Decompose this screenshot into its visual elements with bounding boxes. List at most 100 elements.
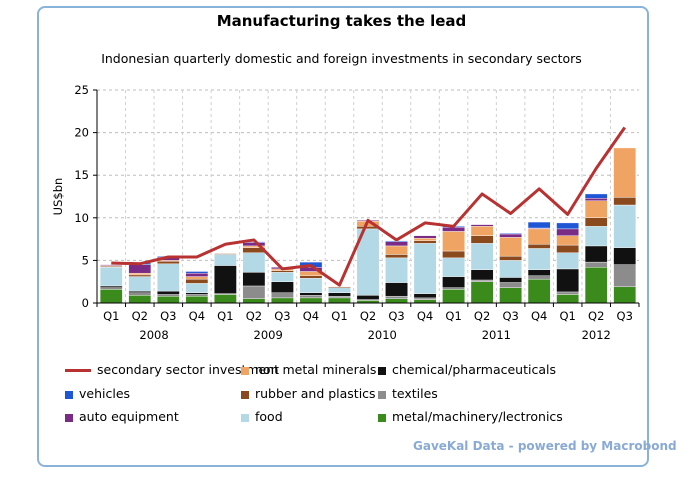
bar-segment <box>527 221 551 229</box>
bar-segment <box>185 294 209 297</box>
bar-segment <box>185 272 209 277</box>
bar-segment <box>584 198 608 201</box>
bar-segment <box>185 283 209 293</box>
investment-line <box>111 126 626 287</box>
legend-label: auto equipment <box>79 409 179 424</box>
bar-segment <box>413 238 437 242</box>
bar-segment <box>527 248 551 270</box>
bar-segment <box>242 285 266 299</box>
legend-item: metal/machinery/lectronics <box>378 409 563 424</box>
bar-segment <box>214 265 237 294</box>
bar-segment <box>128 292 152 296</box>
bar-segment <box>185 278 209 284</box>
bar-segment <box>499 287 522 304</box>
x-tick-label: Q2 <box>360 309 376 323</box>
bar-segment <box>613 204 637 248</box>
bar-segment <box>271 297 294 304</box>
bar-segment <box>156 290 180 295</box>
legend-swatch <box>65 413 73 422</box>
legend-swatch <box>378 366 386 375</box>
bar-segment <box>99 289 123 304</box>
bar-segment <box>299 295 323 299</box>
bar-segment <box>470 224 494 227</box>
bar-segment <box>385 282 408 297</box>
bar-segment <box>413 299 437 304</box>
bar-segment <box>442 250 465 259</box>
bar-segment <box>556 228 580 236</box>
legend-swatch <box>241 390 249 399</box>
bar-segment <box>413 297 437 300</box>
source-note: GaveKal Data - powered by Macrobond <box>413 439 677 453</box>
bar-segment <box>299 297 323 304</box>
x-tick-label: Q4 <box>189 309 205 323</box>
legend-swatch <box>65 390 73 399</box>
x-tick-label: Q1 <box>103 309 119 323</box>
bar-segment <box>299 275 323 279</box>
bar-segment <box>156 261 180 265</box>
bar-segment <box>413 243 437 294</box>
bar-segment <box>128 264 152 274</box>
bar-segment <box>385 245 408 255</box>
bar-segment <box>328 297 351 304</box>
legend-label: textiles <box>392 386 438 401</box>
y-axis-label: US$bn <box>51 178 65 216</box>
x-tick-label: Q2 <box>588 309 604 323</box>
bar-segment <box>613 264 637 288</box>
y-tick-label: 0 <box>82 296 89 310</box>
bar-segment <box>128 272 152 276</box>
bar-segment <box>328 292 351 297</box>
bar-segment <box>613 247 637 265</box>
bar-segment <box>185 271 209 274</box>
bar-segment <box>556 294 580 304</box>
bar-segment <box>413 240 437 244</box>
bar-segment <box>185 295 209 304</box>
bar-segment <box>556 222 580 230</box>
bar-segment <box>470 226 494 236</box>
x-tick-label: Q2 <box>474 309 490 323</box>
bar-segment <box>442 257 465 277</box>
x-tick-label: Q3 <box>274 309 290 323</box>
legend-swatch <box>378 390 386 399</box>
legend-item: textiles <box>378 386 438 401</box>
bar-segment <box>156 294 180 297</box>
bar-segment <box>499 237 522 257</box>
bar-segment <box>185 276 209 280</box>
bar-segment <box>442 231 465 252</box>
legend-item: non metal minerals <box>241 362 376 377</box>
bar-segment <box>242 252 266 273</box>
year-label: 2009 <box>254 328 283 342</box>
bar-segment <box>527 278 551 304</box>
year-label: 2010 <box>368 328 397 342</box>
bar-segment <box>214 253 237 255</box>
bar-segment <box>214 254 237 266</box>
bar-segment <box>271 272 294 282</box>
bar-segment <box>385 257 408 283</box>
legend-item: food <box>241 409 283 424</box>
bar-segment <box>442 289 465 304</box>
x-tick-label: Q2 <box>246 309 262 323</box>
bar-segment <box>413 235 437 239</box>
bar-segment <box>214 294 237 304</box>
bar-segment <box>499 260 522 278</box>
legend-item: secondary sector investment <box>65 362 279 377</box>
legend-label: metal/machinery/lectronics <box>392 409 563 424</box>
bar-segment <box>499 232 522 235</box>
x-tick-label: Q1 <box>559 309 575 323</box>
bar-segment <box>584 226 608 247</box>
x-tick-label: Q1 <box>217 309 233 323</box>
bar-segment <box>242 272 266 287</box>
bar-segment <box>271 270 294 273</box>
bar-segment <box>99 267 123 287</box>
bar-segment <box>356 295 380 300</box>
legend-swatch <box>65 369 91 372</box>
y-tick-label: 15 <box>74 168 89 182</box>
legend-label: vehicles <box>79 386 131 401</box>
bar-segment <box>328 295 351 299</box>
bar-segment <box>271 281 294 293</box>
bar-segment <box>128 290 152 293</box>
legend-label: secondary sector investment <box>97 362 280 377</box>
y-tick-label: 10 <box>74 211 89 225</box>
bar-segment <box>299 292 323 296</box>
bar-segment <box>499 255 522 261</box>
year-label: 2012 <box>582 328 611 342</box>
